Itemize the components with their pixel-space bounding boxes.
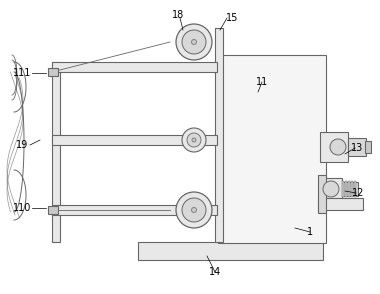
Circle shape xyxy=(192,208,196,213)
Bar xyxy=(52,205,217,215)
Bar xyxy=(365,141,371,153)
Bar xyxy=(342,181,344,197)
Bar xyxy=(48,68,58,76)
Bar xyxy=(354,181,356,197)
Text: 14: 14 xyxy=(209,267,221,277)
Text: 1: 1 xyxy=(307,227,313,237)
Bar xyxy=(52,135,217,145)
Circle shape xyxy=(192,138,196,142)
Bar xyxy=(189,37,199,47)
Circle shape xyxy=(182,128,206,152)
Text: 111: 111 xyxy=(13,68,31,78)
Bar xyxy=(320,132,348,162)
Text: 15: 15 xyxy=(226,13,238,23)
Circle shape xyxy=(323,181,339,197)
Circle shape xyxy=(187,133,201,147)
Bar xyxy=(345,181,347,197)
Bar xyxy=(318,198,363,210)
Circle shape xyxy=(192,39,196,44)
Bar xyxy=(218,55,326,243)
Text: 11: 11 xyxy=(256,77,268,87)
Circle shape xyxy=(176,24,212,60)
Circle shape xyxy=(330,139,346,155)
Text: 19: 19 xyxy=(16,140,28,150)
Text: 18: 18 xyxy=(172,10,184,20)
Circle shape xyxy=(176,192,212,228)
Bar xyxy=(351,181,353,197)
Circle shape xyxy=(182,198,206,222)
Circle shape xyxy=(182,30,206,54)
Text: 13: 13 xyxy=(351,143,363,153)
Bar xyxy=(138,242,323,260)
Bar xyxy=(342,182,358,196)
Bar xyxy=(189,205,199,215)
Text: 110: 110 xyxy=(13,203,31,213)
Bar xyxy=(348,138,366,156)
Bar xyxy=(48,206,58,214)
Text: 12: 12 xyxy=(352,188,364,198)
Bar xyxy=(52,62,60,242)
Bar xyxy=(348,181,350,197)
Bar xyxy=(52,62,217,72)
Bar xyxy=(320,178,342,200)
Bar xyxy=(318,175,326,213)
Bar xyxy=(215,28,223,242)
